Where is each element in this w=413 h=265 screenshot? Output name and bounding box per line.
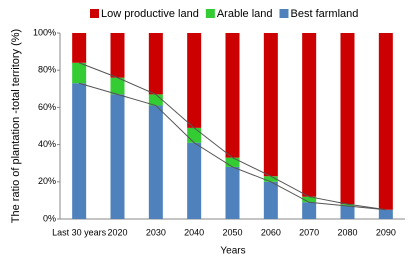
x-tick-label: 2090 bbox=[376, 227, 396, 237]
bar-segment bbox=[225, 166, 240, 219]
bar-segment bbox=[72, 62, 87, 84]
x-tick-label: 2070 bbox=[299, 227, 319, 237]
bar-segment bbox=[302, 202, 317, 219]
bar-segment bbox=[148, 94, 163, 106]
bar-segment bbox=[225, 157, 240, 167]
legend-swatch bbox=[90, 9, 99, 18]
bar-segment bbox=[148, 105, 163, 219]
bar-segment bbox=[187, 142, 202, 219]
bar-segment bbox=[263, 181, 278, 219]
bar-segment bbox=[263, 176, 278, 182]
legend-label: Low productive land bbox=[101, 8, 199, 20]
bar-segment bbox=[378, 209, 393, 219]
bar-segment bbox=[187, 127, 202, 143]
bar-segment bbox=[148, 33, 163, 95]
bar-segment bbox=[110, 33, 125, 78]
x-tick-label: 2020 bbox=[107, 227, 127, 237]
y-tick-label: 80% bbox=[38, 65, 56, 75]
x-tick-label: 2030 bbox=[146, 227, 166, 237]
trend-line bbox=[79, 82, 386, 211]
bar-segment bbox=[378, 33, 393, 210]
x-tick-label: 2040 bbox=[184, 227, 204, 237]
x-tick-label: 2060 bbox=[261, 227, 281, 237]
bar-segment bbox=[340, 205, 355, 219]
y-tick-label: 0% bbox=[43, 213, 56, 223]
bar-segment bbox=[110, 94, 125, 219]
bar-segment bbox=[302, 196, 317, 203]
y-tick-label: 60% bbox=[38, 102, 56, 112]
legend-swatch bbox=[279, 9, 289, 18]
bar-segment bbox=[263, 33, 278, 177]
bar-segment bbox=[72, 83, 87, 219]
y-tick-label: 100% bbox=[33, 27, 56, 37]
bar-segment bbox=[340, 204, 355, 206]
legend-label: Arable land bbox=[217, 8, 273, 20]
bar-segment bbox=[225, 33, 240, 158]
bar-segment bbox=[187, 33, 202, 128]
y-tick-label: 20% bbox=[38, 176, 56, 186]
y-axis-label: The ratio of plantation -total territory… bbox=[10, 29, 22, 223]
x-tick-label: 2050 bbox=[222, 227, 242, 237]
bar-segment bbox=[110, 77, 125, 95]
y-tick-label: 40% bbox=[38, 139, 56, 149]
x-axis-label: Years bbox=[220, 246, 245, 257]
bar-segment bbox=[302, 33, 317, 197]
legend-label: Best farmland bbox=[291, 8, 359, 20]
x-tick-label: Last 30 years bbox=[52, 227, 107, 237]
bar-segment bbox=[72, 33, 87, 63]
legend-swatch bbox=[205, 9, 215, 18]
trend-line bbox=[78, 62, 386, 211]
x-tick-label: 2080 bbox=[337, 227, 357, 237]
bar-segment bbox=[340, 33, 355, 205]
